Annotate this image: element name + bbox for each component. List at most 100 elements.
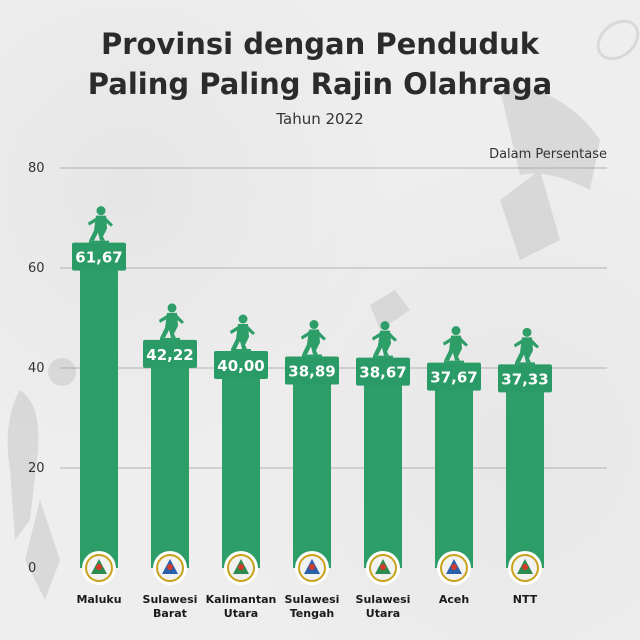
player-figure-part bbox=[88, 217, 96, 226]
y-tick-label: 60 bbox=[28, 261, 45, 276]
emblem-part bbox=[96, 564, 102, 570]
player-figure-part bbox=[318, 331, 326, 341]
emblem-part bbox=[238, 564, 244, 570]
province-emblem-icon bbox=[82, 551, 116, 585]
player-figure-part bbox=[515, 362, 535, 366]
player-trophy-icon bbox=[88, 206, 113, 244]
player-figure-part bbox=[89, 215, 107, 241]
value-cap bbox=[498, 364, 552, 393]
x-category-label: Aceh bbox=[439, 593, 469, 606]
player-figure-part bbox=[443, 337, 451, 346]
province-emblem-icon bbox=[508, 551, 542, 585]
data-label: 40,00 bbox=[217, 357, 264, 375]
player-figure-part bbox=[230, 326, 238, 334]
player-figure-part bbox=[514, 339, 522, 348]
x-category-label: Maluku bbox=[76, 593, 121, 606]
x-category-label: NTT bbox=[513, 593, 538, 606]
chart-title-line-1: Provinsi dengan Penduduk bbox=[100, 27, 540, 61]
player-trophy-icon bbox=[514, 327, 539, 366]
player-figure-part bbox=[231, 349, 251, 352]
bar bbox=[222, 368, 260, 568]
player-figure-part bbox=[460, 337, 468, 347]
province-emblem-icon bbox=[295, 551, 329, 585]
x-category-label: Sulawesi bbox=[285, 593, 340, 606]
y-tick-label: 20 bbox=[28, 461, 45, 476]
chart-subtitle: Tahun 2022 bbox=[276, 110, 364, 128]
player-trophy-icon bbox=[301, 320, 326, 358]
emblem-part bbox=[309, 564, 315, 570]
player-figure-part bbox=[238, 314, 248, 324]
player-figure-part bbox=[389, 332, 397, 342]
value-cap bbox=[427, 362, 481, 391]
player-figure-part bbox=[231, 324, 249, 349]
province-emblem-icon bbox=[366, 551, 400, 585]
player-figure-part bbox=[159, 314, 167, 323]
player-figure-part bbox=[160, 312, 178, 338]
y-tick-label: 0 bbox=[28, 561, 36, 576]
data-label: 37,33 bbox=[501, 370, 548, 388]
bar bbox=[80, 259, 118, 568]
y-tick-label: 40 bbox=[28, 361, 45, 376]
player-figure-part bbox=[531, 339, 539, 349]
data-label: 37,67 bbox=[430, 369, 477, 387]
player-figure-part bbox=[176, 314, 184, 324]
x-category-label: Sulawesi bbox=[356, 593, 411, 606]
emblem-part bbox=[522, 564, 528, 570]
value-cap bbox=[72, 242, 126, 271]
player-trophy-icon bbox=[159, 303, 184, 341]
emblem-part bbox=[451, 564, 457, 570]
player-figure-part bbox=[105, 217, 113, 227]
player-figure-part bbox=[451, 326, 461, 336]
player-figure-part bbox=[301, 331, 309, 340]
bar bbox=[293, 373, 331, 568]
unit-label: Dalam Persentase bbox=[489, 147, 607, 162]
data-label: 61,67 bbox=[75, 249, 122, 267]
value-cap bbox=[214, 351, 268, 379]
player-figure-part bbox=[302, 354, 322, 358]
player-figure-part bbox=[302, 329, 320, 355]
province-emblem-icon bbox=[153, 551, 187, 585]
player-figure-part bbox=[515, 337, 533, 363]
player-figure-part bbox=[96, 206, 106, 216]
emblem-part bbox=[167, 564, 173, 570]
player-figure-part bbox=[167, 303, 177, 313]
player-trophy-icon bbox=[443, 326, 468, 364]
value-cap bbox=[285, 356, 339, 385]
player-trophy-icon bbox=[372, 321, 397, 359]
player-figure-part bbox=[247, 326, 255, 335]
data-label: 38,89 bbox=[288, 363, 335, 381]
x-category-label: Barat bbox=[153, 607, 187, 620]
data-label: 42,22 bbox=[146, 346, 193, 364]
x-category-label: Utara bbox=[224, 607, 258, 620]
chart-title-line-2: Paling Paling Rajin Olahraga bbox=[87, 67, 553, 101]
player-figure-part bbox=[160, 337, 180, 341]
player-figure-part bbox=[373, 330, 391, 356]
bar bbox=[364, 374, 402, 568]
player-trophy-icon bbox=[230, 314, 255, 352]
bar bbox=[506, 381, 544, 568]
player-figure-part bbox=[372, 332, 380, 341]
data-label: 38,67 bbox=[359, 364, 406, 382]
province-emblem-icon bbox=[224, 551, 258, 585]
x-category-label: Utara bbox=[366, 607, 400, 620]
value-cap bbox=[356, 357, 410, 386]
x-category-label: Tengah bbox=[290, 607, 334, 620]
emblem-part bbox=[380, 564, 386, 570]
player-figure-part bbox=[380, 321, 390, 331]
player-figure-part bbox=[444, 360, 464, 364]
player-figure-part bbox=[373, 355, 393, 359]
bar bbox=[151, 356, 189, 568]
player-figure-part bbox=[444, 335, 462, 361]
x-category-label: Kalimantan bbox=[206, 593, 277, 606]
province-emblem-icon bbox=[437, 551, 471, 585]
bar bbox=[435, 379, 473, 568]
value-cap bbox=[143, 339, 197, 368]
player-figure-part bbox=[309, 320, 319, 330]
player-figure-part bbox=[522, 327, 532, 337]
x-category-label: Sulawesi bbox=[143, 593, 198, 606]
y-tick-label: 80 bbox=[28, 161, 45, 176]
player-figure-part bbox=[89, 240, 109, 244]
